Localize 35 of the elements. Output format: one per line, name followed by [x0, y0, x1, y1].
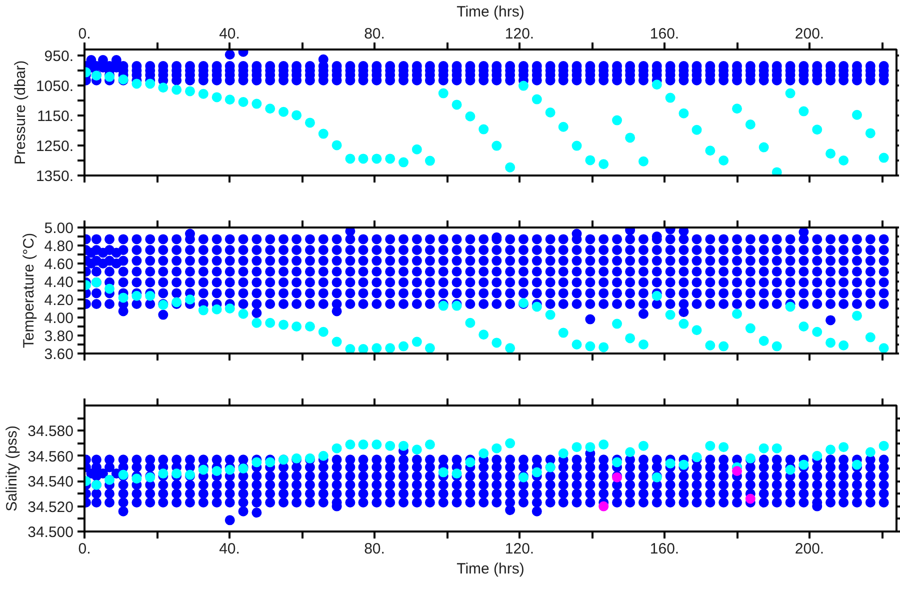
y-tick-label: 4.60: [44, 256, 74, 273]
y-tick-label: 4.40: [44, 274, 74, 291]
x-tick-label: 0.: [78, 540, 91, 558]
x2-tick-label: 80.: [364, 26, 385, 42]
y-axis-title: Salinity (pss): [4, 426, 21, 512]
x2-tick-label: 200.: [794, 26, 824, 42]
x-tick-label: 160.: [650, 540, 680, 558]
y-tick-label: 4.80: [44, 238, 74, 255]
x2-tick-label: 120.: [504, 26, 534, 42]
y-tick-label: 34.580: [28, 423, 74, 440]
y-tick-label: 5.00: [44, 220, 74, 237]
x-tick-label: 40.: [219, 540, 240, 558]
y-tick-label: 1250.: [36, 138, 74, 155]
x2-tick-label: 0.: [78, 26, 91, 42]
y-tick-label: 34.520: [28, 498, 74, 516]
x-axis-title: Time (hrs): [456, 560, 524, 578]
y-tick-label: 3.80: [44, 328, 74, 345]
x-tick-label: 80.: [364, 540, 385, 558]
x2-axis-title: Time (hrs): [456, 4, 524, 20]
y-tick-label: 34.560: [28, 448, 74, 466]
y-tick-label: 34.540: [28, 474, 74, 491]
y-tick-label: 1350.: [36, 168, 74, 185]
y-axis-title: Pressure (dbar): [12, 60, 29, 165]
y-tick-label: 950.: [44, 48, 74, 65]
y-tick-label: 1050.: [36, 78, 74, 95]
y-tick-label: 34.500: [28, 524, 74, 541]
x-tick-label: 120.: [504, 540, 534, 558]
x2-tick-label: 160.: [650, 26, 680, 42]
y-tick-label: 3.60: [44, 346, 74, 363]
y-tick-label: 4.00: [44, 310, 74, 327]
x2-tick-label: 40.: [219, 26, 240, 42]
y-axis-title: Temperature (°C): [20, 232, 38, 348]
x-tick-label: 200.: [794, 540, 824, 558]
y-tick-label: 4.20: [44, 292, 74, 309]
y-tick-label: 1150.: [37, 108, 74, 125]
